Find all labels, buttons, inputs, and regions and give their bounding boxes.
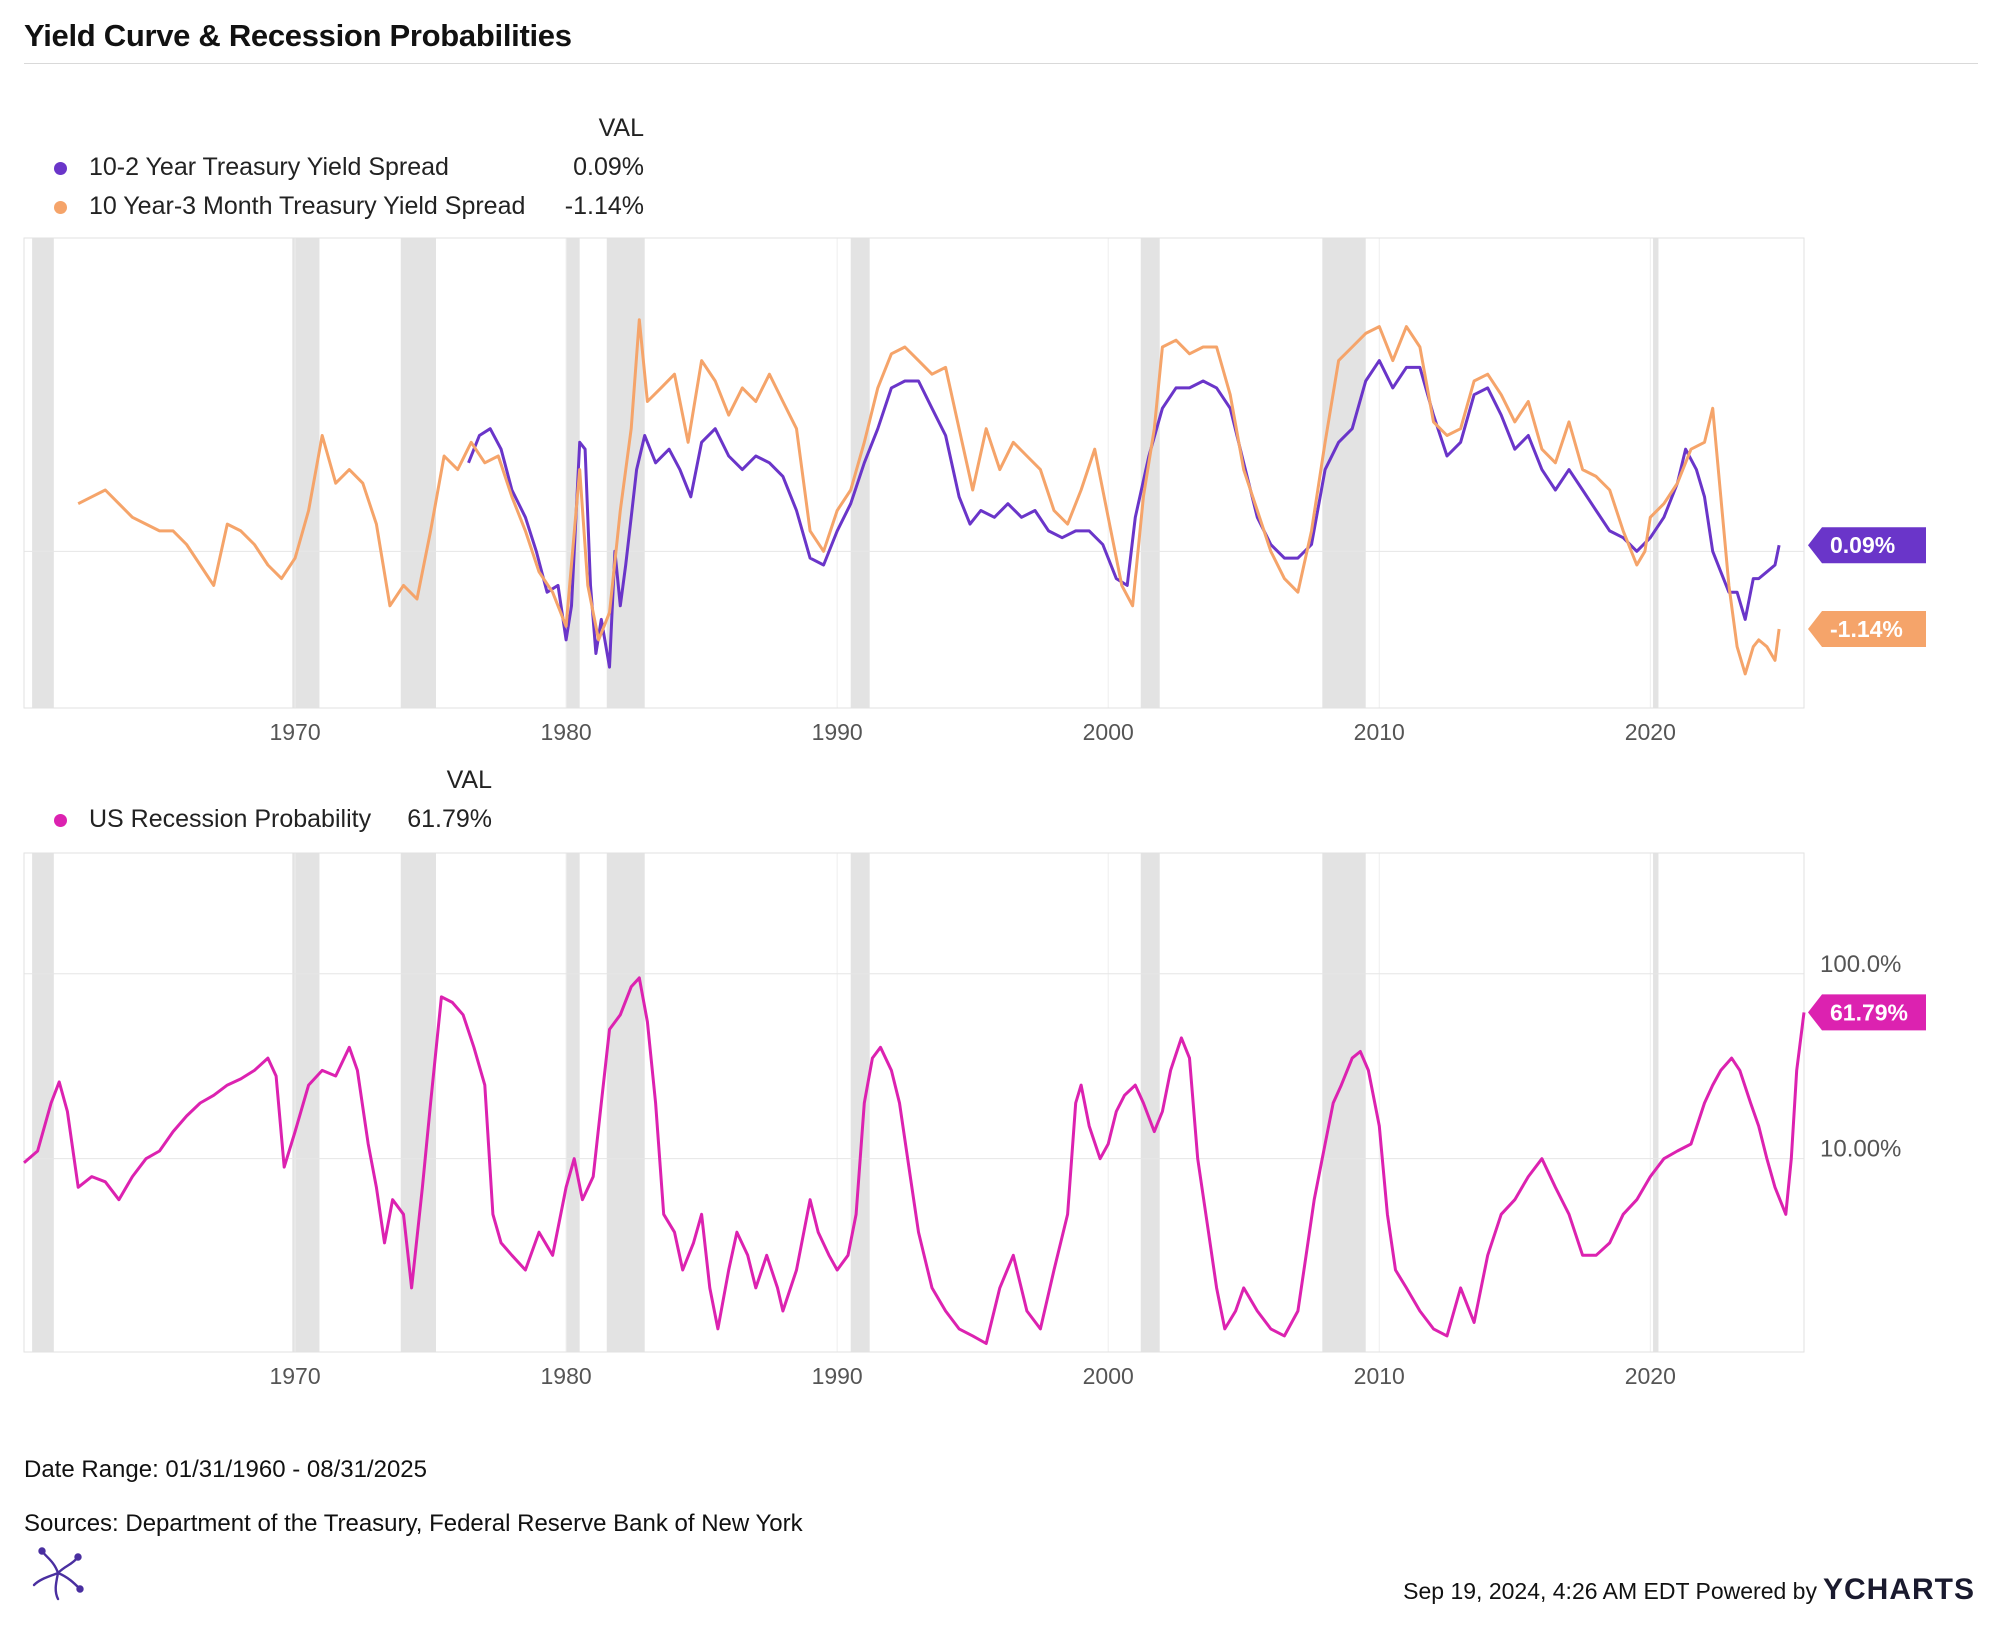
legend-value-recession-probability: 61.79%: [407, 805, 492, 833]
timestamp-text: Sep 19, 2024, 4:26 AM EDT Powered by: [1403, 1578, 1817, 1604]
plot-frame: [23, 852, 1805, 1353]
recession-probability-chart: 1970 1980 1990 2000 2010 2020 100.0% 10.00% 61.7…: [23, 852, 1926, 1389]
x-tick-label: 2020: [1625, 1363, 1676, 1389]
yield-spread-chart: 1970 1980 1990 2000 2010 2020 0.09% -1.14%: [23, 237, 1926, 745]
legend-item-10y-3m-spread[interactable]: 10 Year-3 Month Treasury Yield Spread -1…: [24, 192, 644, 224]
bottom-legend-header: VAL: [446, 766, 492, 794]
x-tick-label: 1990: [812, 719, 863, 745]
recession-band: [32, 853, 54, 1352]
spread-10-2-end-tag: [1808, 527, 1926, 564]
recession-band: [1653, 238, 1659, 708]
recession-band: [566, 853, 580, 1352]
top-legend: VAL 10-2 Year Treasury Yield Spread 0.09…: [24, 114, 644, 224]
recession-band: [32, 238, 54, 708]
legend-label-10y-3m-spread: 10 Year-3 Month Treasury Yield Spread: [89, 192, 526, 220]
x-tick-label: 2010: [1354, 1363, 1405, 1389]
x-tick-label: 1990: [812, 1363, 863, 1389]
bottom-legend: VAL US Recession Probability 61.79%: [24, 766, 492, 838]
page-title: Yield Curve & Recession Probabilities: [24, 18, 572, 53]
recession-band: [850, 853, 870, 1352]
magenta-dot-icon: [54, 814, 67, 827]
x-tick-label: 2010: [1354, 719, 1405, 745]
recession-probability-end-tag: [1808, 994, 1926, 1031]
series-line: [77, 318, 1781, 676]
recession-band: [1322, 853, 1366, 1352]
y-tick-label: 100.0%: [1820, 951, 1901, 978]
purple-dot-icon: [54, 162, 67, 175]
orange-dot-icon: [54, 201, 67, 214]
recession-band: [400, 238, 436, 708]
recession-band: [1653, 853, 1659, 1352]
series-line: [467, 359, 1781, 669]
x-tick-label: 2000: [1083, 719, 1134, 745]
x-tick-label: 1970: [269, 719, 320, 745]
recession-probability-end-label: 61.79%: [1830, 999, 1908, 1025]
legend-value-10y-3m-spread: -1.14%: [564, 192, 644, 220]
series-line: [23, 976, 1806, 1345]
legend-item-10-2-spread[interactable]: 10-2 Year Treasury Yield Spread 0.09%: [24, 153, 644, 185]
spread-10y-3m-end-tag: [1808, 610, 1926, 647]
ycharts-logo[interactable]: YCHARTS: [1822, 1573, 1975, 1606]
recession-band: [1140, 853, 1160, 1352]
spread-10-2-end-label: 0.09%: [1830, 532, 1895, 558]
x-tick-label: 2020: [1625, 719, 1676, 745]
legend-label-recession-probability: US Recession Probability: [89, 805, 372, 833]
recession-band: [1322, 238, 1366, 708]
y-tick-label: 10.00%: [1820, 1136, 1901, 1163]
x-tick-label: 1980: [541, 719, 592, 745]
star-logo-icon: [32, 1547, 84, 1601]
plot-frame: [23, 237, 1805, 709]
title-divider: [24, 63, 1978, 64]
top-legend-header: VAL: [598, 114, 644, 142]
sources: Sources: Department of the Treasury, Fed…: [24, 1510, 803, 1537]
legend-value-10-2-spread: 0.09%: [573, 153, 644, 181]
x-tick-label: 2000: [1083, 1363, 1134, 1389]
recession-band: [606, 853, 645, 1352]
recession-band: [1140, 238, 1160, 708]
x-tick-label: 1970: [269, 1363, 320, 1389]
date-range: Date Range: 01/31/1960 - 08/31/2025: [24, 1456, 427, 1483]
recession-band: [292, 853, 320, 1352]
timestamp-attribution: Sep 19, 2024, 4:26 AM EDT Powered by YCHA…: [1403, 1573, 1975, 1607]
legend-item-recession-probability[interactable]: US Recession Probability 61.79%: [24, 805, 492, 837]
x-tick-label: 1980: [541, 1363, 592, 1389]
legend-label-10-2-spread: 10-2 Year Treasury Yield Spread: [89, 153, 449, 181]
spread-10y-3m-end-label: -1.14%: [1830, 616, 1903, 642]
